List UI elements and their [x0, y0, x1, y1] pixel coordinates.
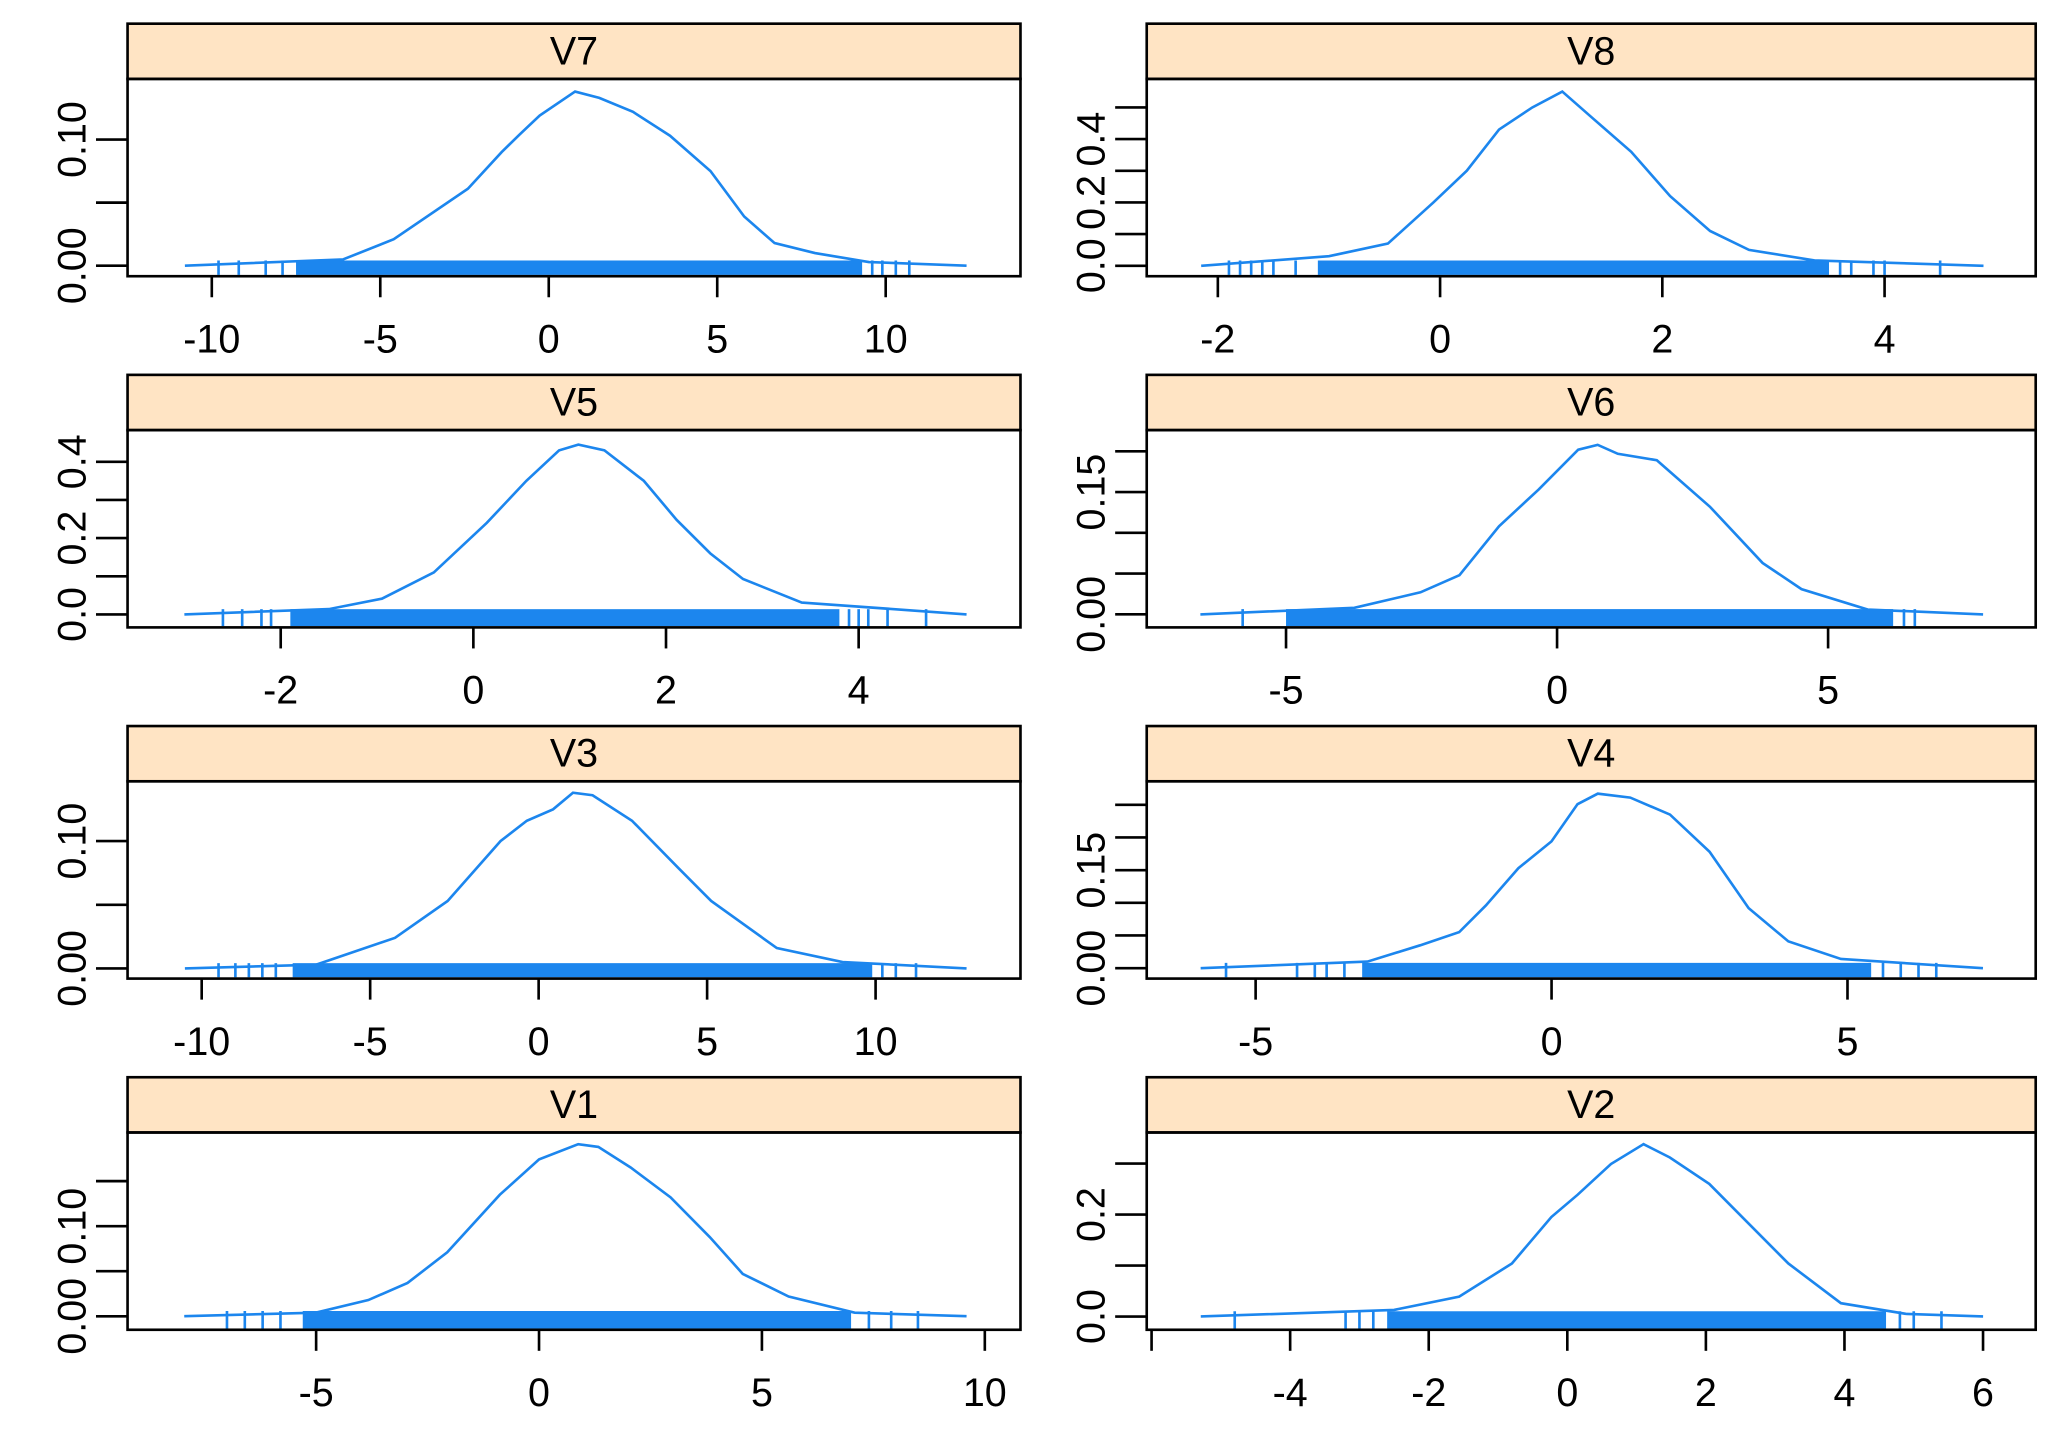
panel-frame	[1145, 779, 2038, 980]
y-tick-label: 0.0	[1070, 1289, 1114, 1344]
panel-frame	[126, 77, 1022, 278]
x-tick-label: 10	[963, 1371, 1007, 1415]
y-tick-label: 0.00	[1070, 930, 1114, 1007]
y-tick-label: 0.2	[1070, 175, 1114, 230]
rug-band	[302, 1311, 852, 1329]
x-tick-label: 0	[462, 669, 484, 713]
x-tick-label: -5	[1268, 669, 1303, 713]
x-tick-label: 5	[751, 1371, 773, 1415]
x-tick-label: -5	[1238, 1020, 1273, 1064]
panel-title: V4	[1567, 732, 1615, 776]
x-tick-label: -5	[299, 1371, 334, 1415]
y-tick-label: 0.4	[1070, 112, 1114, 167]
y-tick-label: 0.2	[1070, 1187, 1114, 1242]
panel-frame	[1145, 1131, 2038, 1332]
x-tick-label: 10	[854, 1020, 898, 1064]
y-tick-label: 0.10	[50, 1188, 94, 1265]
rug-band	[296, 260, 863, 275]
strip	[126, 1075, 1022, 1134]
x-tick-label: 2	[655, 669, 677, 713]
density-curve	[184, 443, 967, 616]
strip	[1145, 724, 2038, 783]
x-tick-label: 0	[528, 1020, 550, 1064]
x-tick-label: 2	[1651, 317, 1673, 361]
y-tick-label: 0.4	[50, 434, 94, 489]
strip	[126, 373, 1022, 432]
x-tick-label: 4	[1874, 317, 1896, 361]
rug-band	[292, 963, 873, 978]
x-tick-label: 0	[538, 317, 560, 361]
strip	[1145, 373, 2038, 432]
strip	[126, 22, 1022, 81]
y-tick-label: 0.0	[1070, 238, 1114, 293]
y-tick-label: 0.0	[50, 587, 94, 642]
x-tick-label: 0	[528, 1371, 550, 1415]
y-tick-label: 0.10	[50, 101, 94, 178]
rug-band	[1362, 962, 1872, 978]
density-curve	[184, 90, 967, 268]
y-tick-label: 0.2	[50, 511, 94, 566]
y-tick-label: 0.15	[1070, 832, 1114, 909]
panel-frame	[1145, 428, 2038, 629]
density-curve	[184, 791, 967, 970]
x-tick-label: 10	[864, 317, 908, 361]
x-tick-label: -10	[183, 317, 240, 361]
panel-frame	[126, 1131, 1022, 1332]
density-curve	[1200, 792, 1984, 970]
x-tick-label: -5	[353, 1020, 388, 1064]
y-tick-label: 0.00	[1070, 576, 1114, 653]
x-tick-label: 0	[1546, 669, 1568, 713]
x-tick-label: 0	[1541, 1020, 1563, 1064]
x-tick-label: 5	[1837, 1020, 1859, 1064]
rug-band	[290, 609, 840, 627]
x-tick-label: 0	[1556, 1371, 1578, 1415]
panel-frame	[126, 779, 1022, 980]
x-tick-label: 2	[1695, 1371, 1717, 1415]
y-tick-label: 0.10	[50, 803, 94, 880]
x-tick-label: -2	[1200, 317, 1235, 361]
x-tick-label: -10	[173, 1020, 230, 1064]
x-tick-label: 4	[848, 669, 870, 713]
panel-title: V3	[550, 732, 598, 776]
rug-band	[1286, 609, 1894, 627]
x-tick-label: 6	[1972, 1371, 1994, 1415]
y-tick-label: 0.00	[50, 930, 94, 1007]
x-tick-label: 0	[1429, 317, 1451, 361]
y-tick-label: 0.00	[50, 227, 94, 304]
panel-title: V5	[550, 381, 598, 425]
panel-frame	[126, 428, 1022, 629]
x-tick-label: 5	[696, 1020, 718, 1064]
density-curve	[1201, 89, 1984, 268]
density-curve	[184, 1142, 967, 1318]
panel-title: V7	[550, 29, 598, 73]
panel-title: V2	[1567, 1083, 1615, 1127]
x-tick-label: 4	[1833, 1371, 1855, 1415]
x-tick-label: 5	[1817, 669, 1839, 713]
density-curve	[1200, 1142, 1984, 1318]
x-tick-label: 5	[706, 317, 728, 361]
y-tick-label: 0.15	[1070, 454, 1114, 531]
density-curve	[1200, 443, 1984, 616]
x-tick-label: -4	[1273, 1371, 1308, 1415]
panel-title: V8	[1567, 29, 1615, 73]
rug-band	[1317, 260, 1830, 275]
x-tick-label: -2	[1411, 1371, 1446, 1415]
y-tick-label: 0.00	[50, 1278, 94, 1355]
x-tick-label: -2	[263, 669, 298, 713]
x-tick-label: -5	[363, 317, 398, 361]
panel-frame	[1145, 77, 2038, 278]
panel-title: V1	[550, 1083, 598, 1127]
panel-title: V6	[1567, 381, 1615, 425]
rug-band	[1387, 1311, 1887, 1329]
